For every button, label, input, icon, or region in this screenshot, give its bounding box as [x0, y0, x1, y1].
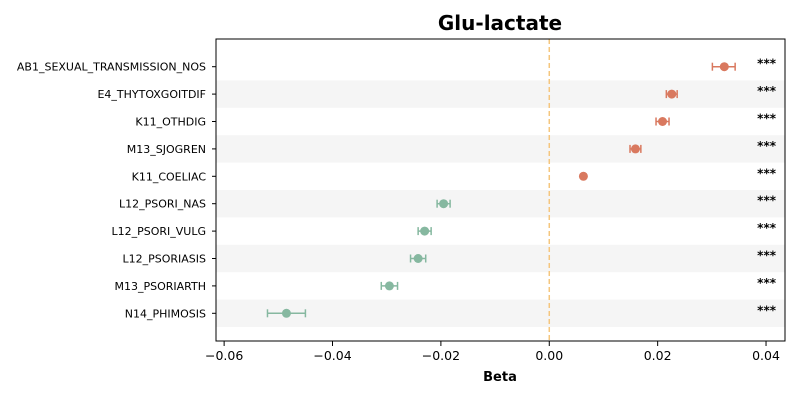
significance-label: *** — [757, 84, 777, 98]
significance-label: *** — [757, 249, 777, 263]
x-axis-label: Beta — [483, 370, 517, 385]
chart-title: Glu-lactate — [438, 11, 562, 35]
x-tick-label: −0.02 — [422, 348, 460, 363]
x-tick-label: 0.04 — [752, 348, 780, 363]
x-axis: −0.06 −0.04 −0.02 0.00 0.02 0.04 — [205, 341, 780, 363]
category-label: L12_PSORI_VULG — [111, 225, 206, 238]
row-stripes — [216, 80, 785, 327]
x-tick-label: 0.00 — [535, 348, 563, 363]
data-marks — [266, 62, 736, 318]
row-stripe — [216, 190, 785, 218]
category-label: L12_PSORIASIS — [122, 253, 206, 266]
significance-label: *** — [757, 139, 777, 153]
data-point — [413, 254, 423, 263]
category-label: K11_COELIAC — [132, 170, 207, 183]
significance-labels: *** *** *** *** *** *** *** *** *** *** — [757, 57, 777, 318]
data-point — [719, 62, 729, 72]
category-label: M13_PSORIARTH — [114, 280, 206, 293]
category-label: AB1_SEXUAL_TRANSMISSION_NOS — [17, 61, 206, 74]
data-point — [281, 308, 291, 318]
data-point — [384, 281, 394, 291]
category-label: K11_OTHDIG — [135, 116, 206, 129]
data-point — [439, 199, 449, 209]
data-point — [630, 144, 640, 154]
category-label: N14_PHIMOSIS — [125, 307, 206, 320]
significance-label: *** — [757, 303, 777, 317]
data-point — [420, 226, 430, 236]
significance-label: *** — [757, 57, 777, 71]
row-stripe — [216, 244, 785, 273]
x-tick-label: −0.06 — [205, 348, 243, 363]
x-tick-label: 0.02 — [644, 348, 672, 363]
data-point — [667, 89, 677, 99]
category-labels: AB1_SEXUAL_TRANSMISSION_NOS E4_THYTOXGOIT… — [17, 61, 216, 320]
category-label: L12_PSORI_NAS — [119, 198, 206, 211]
category-label: M13_SJOGREN — [127, 143, 206, 156]
significance-label: *** — [757, 166, 777, 180]
significance-label: *** — [757, 221, 777, 235]
significance-label: *** — [757, 276, 777, 290]
row-stripe — [216, 80, 785, 108]
row-stripe — [216, 135, 785, 163]
x-tick-label: −0.04 — [313, 348, 351, 363]
data-point — [578, 171, 588, 181]
data-point — [658, 117, 668, 126]
plot-frame — [215, 38, 786, 342]
significance-label: *** — [757, 194, 777, 208]
significance-label: *** — [757, 112, 777, 126]
category-label: E4_THYTOXGOITDIF — [97, 88, 206, 101]
row-stripe — [216, 299, 785, 327]
